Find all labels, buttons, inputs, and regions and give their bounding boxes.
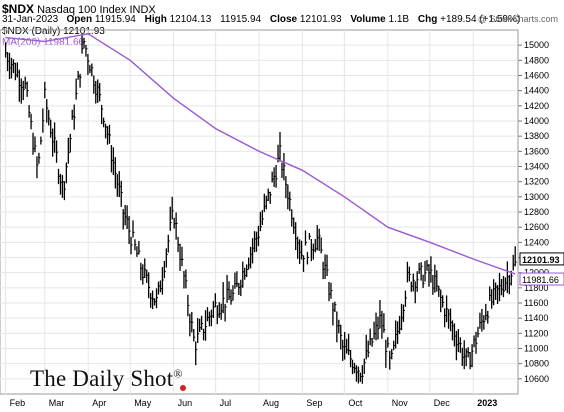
y-tick-label: 12400 bbox=[524, 237, 549, 247]
x-tick-label: Sep bbox=[306, 398, 322, 408]
ma-last-label: 11981.66 bbox=[522, 275, 559, 285]
chg-label: Chg bbox=[417, 14, 438, 25]
price-last-label-box bbox=[519, 252, 564, 266]
volume-value: 1.1B bbox=[388, 14, 410, 25]
y-tick-label: 14400 bbox=[524, 86, 549, 96]
y-tick-label: 11400 bbox=[524, 313, 548, 323]
brand-name: The Daily Shot bbox=[30, 366, 174, 391]
y-tick-label: 15000 bbox=[524, 40, 549, 50]
x-tick-label: Jun bbox=[178, 398, 193, 408]
x-tick-label: Nov bbox=[392, 398, 409, 408]
chg-value: +189.54 (+1.59%) bbox=[440, 14, 521, 25]
close-value: 12101.93 bbox=[299, 14, 342, 25]
index-name: Nasdaq 100 Index bbox=[37, 4, 127, 16]
y-tick-label: 13600 bbox=[524, 146, 549, 156]
ma200-line bbox=[5, 33, 516, 275]
x-tick-label: Dec bbox=[434, 398, 451, 408]
daily-shot-logo: The Daily Shot® bbox=[30, 366, 183, 392]
registered-mark: ® bbox=[173, 366, 183, 381]
legend-price: $NDX (Daily) 12101.93 bbox=[2, 26, 105, 37]
y-tick-label: 14800 bbox=[524, 55, 549, 65]
x-tick-label: Jul bbox=[220, 398, 232, 408]
x-tick-label: Mar bbox=[49, 398, 65, 408]
y-tick-label: 14200 bbox=[524, 101, 549, 111]
quote-line: 31-Jan-2023 Open 11915.94 High 12104.13 … bbox=[2, 14, 526, 25]
x-tick-label: Apr bbox=[92, 398, 106, 408]
x-tick-label: 2023 bbox=[477, 398, 497, 408]
ma-last-label-box bbox=[519, 272, 564, 286]
close-label: Close bbox=[269, 14, 298, 25]
symbol: $NDX bbox=[2, 2, 35, 16]
brand-dot bbox=[180, 385, 186, 391]
y-tick-label: 14000 bbox=[524, 116, 549, 126]
y-tick-label: 13800 bbox=[524, 131, 549, 141]
y-tick-label: 10800 bbox=[524, 359, 549, 369]
copyright: @ StockCharts.com bbox=[477, 14, 558, 24]
open-label: Open bbox=[66, 14, 93, 25]
x-tick-label: Oct bbox=[348, 398, 363, 408]
volume-label: Volume bbox=[350, 14, 386, 25]
y-tick-label: 13000 bbox=[524, 192, 549, 202]
high-label: High bbox=[144, 14, 167, 25]
legend: $NDX (Daily) 12101.93 MA(200) 11981.66 bbox=[2, 26, 105, 48]
y-tick-label: 11000 bbox=[524, 344, 548, 354]
low-value: 11915.94 bbox=[220, 14, 262, 25]
legend-ma: MA(200) 11981.66 bbox=[2, 37, 85, 48]
y-tick-label: 10600 bbox=[524, 374, 549, 384]
y-tick-label: 13200 bbox=[524, 177, 549, 187]
x-tick-label: Aug bbox=[263, 398, 279, 408]
high-value: 12104.13 bbox=[169, 14, 212, 25]
y-tick-label: 11200 bbox=[524, 328, 548, 338]
y-tick-label: 12800 bbox=[524, 207, 549, 217]
exchange: INDX bbox=[129, 4, 156, 16]
y-tick-label: 11800 bbox=[524, 283, 548, 293]
open-value: 11915.94 bbox=[94, 14, 136, 25]
y-tick-label: 11600 bbox=[524, 298, 548, 308]
x-tick-label: May bbox=[134, 398, 152, 408]
x-tick-label: Feb bbox=[10, 398, 26, 408]
chart-header: $NDX Nasdaq 100 Index INDX bbox=[2, 2, 156, 16]
y-tick-label: 13400 bbox=[524, 162, 549, 172]
y-tick-label: 12600 bbox=[524, 222, 549, 232]
price-last-label: 12101.93 bbox=[522, 255, 560, 265]
quote-date: 31-Jan-2023 bbox=[2, 14, 59, 25]
y-tick-label: 14600 bbox=[524, 71, 549, 81]
